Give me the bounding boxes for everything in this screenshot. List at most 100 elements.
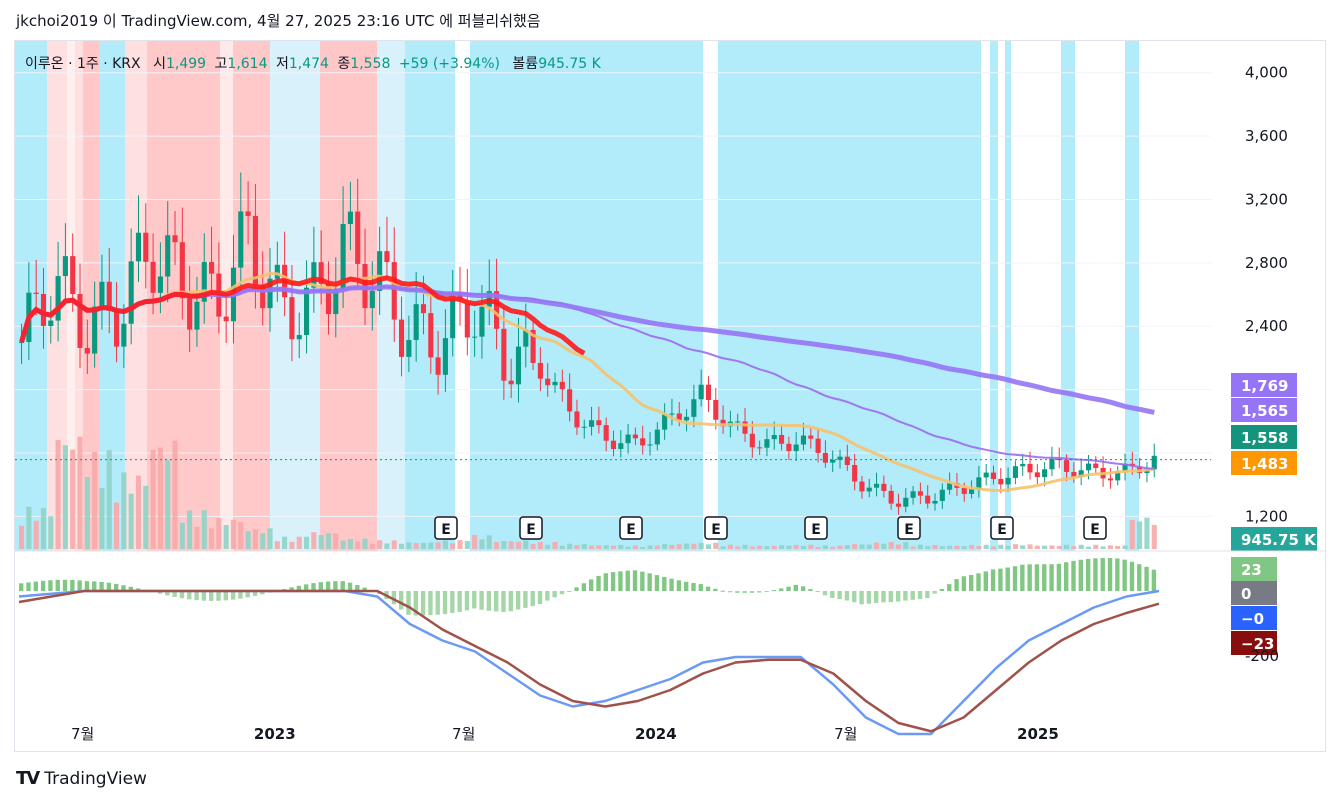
candle-body bbox=[866, 487, 872, 492]
macd-hist-bar bbox=[333, 581, 338, 591]
macd-hist-bar bbox=[983, 571, 988, 591]
volume-bar bbox=[1034, 545, 1040, 549]
candle-body bbox=[837, 456, 843, 460]
volume-bar bbox=[552, 541, 558, 549]
macd-hist-bar bbox=[815, 591, 820, 593]
macd-hist-bar bbox=[654, 575, 660, 591]
candle-body bbox=[399, 319, 405, 357]
legend-volume: 945.75 K bbox=[538, 56, 601, 72]
candle-body bbox=[143, 232, 149, 262]
macd-hist-bar bbox=[640, 571, 645, 591]
candle-body bbox=[779, 435, 785, 444]
volume-bar bbox=[274, 541, 280, 549]
macd-hist-bar bbox=[1122, 559, 1127, 591]
candle-body bbox=[77, 293, 83, 348]
volume-bar bbox=[1071, 546, 1077, 549]
macd-hist-bar bbox=[822, 591, 828, 596]
macd-hist-bar bbox=[19, 583, 24, 591]
volume-bar bbox=[1122, 545, 1128, 549]
volume-bar bbox=[201, 510, 207, 549]
candle-body bbox=[179, 242, 185, 299]
price-badge-bg bbox=[1231, 451, 1297, 475]
candle-body bbox=[355, 211, 361, 264]
candle-body bbox=[223, 316, 229, 322]
volume-bar bbox=[786, 545, 792, 549]
volume-bar bbox=[881, 543, 887, 549]
candle-body bbox=[910, 491, 916, 498]
legend-change: +59 (+3.94%) bbox=[398, 56, 500, 72]
price-badge-label: 945.75 K bbox=[1241, 531, 1317, 549]
macd-hist-bar bbox=[428, 591, 433, 616]
chart-canvas[interactable]: 4,0003,6003,2002,8002,4002,0001,200EEEEE… bbox=[15, 41, 1327, 753]
publish-header: jkchoi2019 이 TradingView.com, 4월 27, 202… bbox=[16, 12, 541, 30]
volume-bar bbox=[771, 545, 777, 549]
macd-hist-bar bbox=[596, 575, 601, 591]
candle-body bbox=[596, 420, 602, 426]
macd-hist-bar bbox=[574, 587, 579, 591]
volume-bar bbox=[143, 485, 149, 549]
volume-bar bbox=[1078, 544, 1084, 549]
macd-hist-bar bbox=[1049, 564, 1054, 591]
session-band bbox=[270, 41, 320, 551]
volume-bar bbox=[705, 544, 712, 549]
candle-body bbox=[844, 456, 850, 466]
volume-bar bbox=[640, 547, 646, 549]
legend-symbol[interactable]: 이루온 · 1주 · KRX bbox=[25, 56, 141, 72]
candle-body bbox=[508, 380, 514, 385]
macd-hist-bar bbox=[903, 591, 908, 601]
price-badge: 1,565 bbox=[1231, 398, 1297, 422]
volume-bar bbox=[194, 526, 200, 549]
volume-bar bbox=[33, 520, 39, 549]
macd-hist-bar bbox=[464, 591, 470, 611]
volume-bar bbox=[654, 545, 660, 549]
volume-bar bbox=[377, 540, 383, 549]
tradingview-footer[interactable]: TV TradingView bbox=[16, 768, 147, 789]
macd-hist-bar bbox=[84, 581, 90, 591]
session-band bbox=[83, 41, 99, 551]
macd-hist-bar bbox=[179, 591, 185, 599]
volume-bar bbox=[581, 544, 587, 549]
macd-hist-bar bbox=[289, 587, 294, 591]
macd-hist-bar bbox=[494, 591, 499, 612]
candle-body bbox=[479, 306, 485, 337]
macd-hist-bar bbox=[1151, 569, 1157, 591]
volume-bar bbox=[420, 542, 427, 549]
volume-bar bbox=[793, 544, 799, 549]
macd-hist-bar bbox=[106, 582, 112, 591]
macd-hist-bar bbox=[1085, 558, 1091, 591]
macd-hist-bar bbox=[1100, 558, 1105, 591]
macd-hist-bar bbox=[391, 591, 397, 605]
volume-bar bbox=[55, 439, 61, 549]
macd-hist-bar bbox=[589, 579, 594, 591]
macd-hist-bar bbox=[859, 591, 864, 605]
macd-hist-bar bbox=[347, 582, 353, 591]
macd-badge-label: 0 bbox=[1241, 585, 1251, 603]
volume-bar bbox=[1107, 545, 1113, 549]
volume-bar bbox=[698, 543, 704, 549]
candle-body bbox=[201, 262, 207, 302]
macd-hist-bar bbox=[669, 578, 674, 591]
macd-hist-bar bbox=[830, 591, 835, 598]
macd-hist-bar bbox=[1034, 564, 1040, 591]
candle-body bbox=[252, 215, 258, 285]
macd-hist-bar bbox=[1093, 558, 1098, 591]
volume-bar bbox=[355, 541, 361, 549]
macd-hist-bar bbox=[325, 581, 331, 591]
candle-body bbox=[705, 384, 712, 400]
candle-body bbox=[581, 426, 587, 428]
earnings-marker-box bbox=[804, 516, 828, 540]
macd-hist-bar bbox=[1042, 564, 1047, 591]
candle-body bbox=[698, 384, 704, 400]
volume-bar bbox=[450, 543, 456, 549]
candle-body bbox=[574, 411, 580, 428]
tradingview-logo-icon: TV bbox=[16, 768, 40, 789]
volume-bar bbox=[757, 545, 763, 549]
earnings-marker-label: E bbox=[904, 522, 914, 538]
volume-bar bbox=[238, 521, 244, 549]
macd-hist-bar bbox=[304, 584, 309, 591]
volume-bar bbox=[62, 445, 68, 549]
chart-frame[interactable]: 4,0003,6003,2002,8002,4002,0001,200EEEEE… bbox=[14, 40, 1327, 753]
earnings-marker: E bbox=[804, 516, 828, 540]
macd-hist-bar bbox=[545, 591, 550, 601]
volume-bar bbox=[311, 532, 317, 549]
